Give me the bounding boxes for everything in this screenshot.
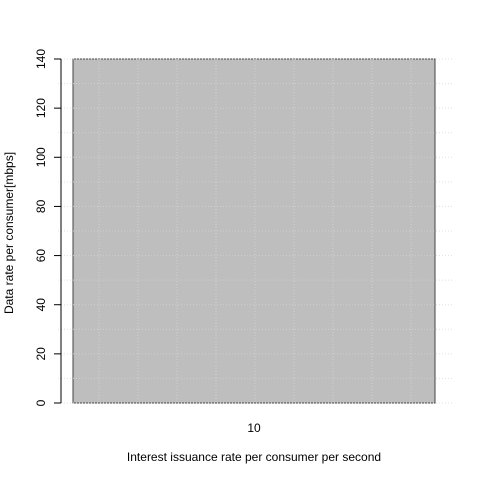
y-tick-label: 80 xyxy=(34,199,48,213)
y-tick-label: 40 xyxy=(34,298,48,312)
y-tick-label: 140 xyxy=(34,49,48,69)
x-axis: 10 xyxy=(247,421,261,435)
y-tick-label: 120 xyxy=(34,98,48,118)
y-tick-label: 60 xyxy=(34,249,48,263)
x-tick-label: 10 xyxy=(247,421,261,435)
grid-over-layer xyxy=(73,58,435,404)
y-tick-label: 20 xyxy=(34,347,48,361)
y-tick-label: 100 xyxy=(34,147,48,167)
x-axis-title: Interest issuance rate per consumer per … xyxy=(127,450,381,464)
y-tick-label: 0 xyxy=(34,399,48,406)
y-axis-title: Data rate per consumer[mbps] xyxy=(2,152,16,314)
y-axis: 0 20 40 60 80 100 120 140 xyxy=(34,49,62,406)
